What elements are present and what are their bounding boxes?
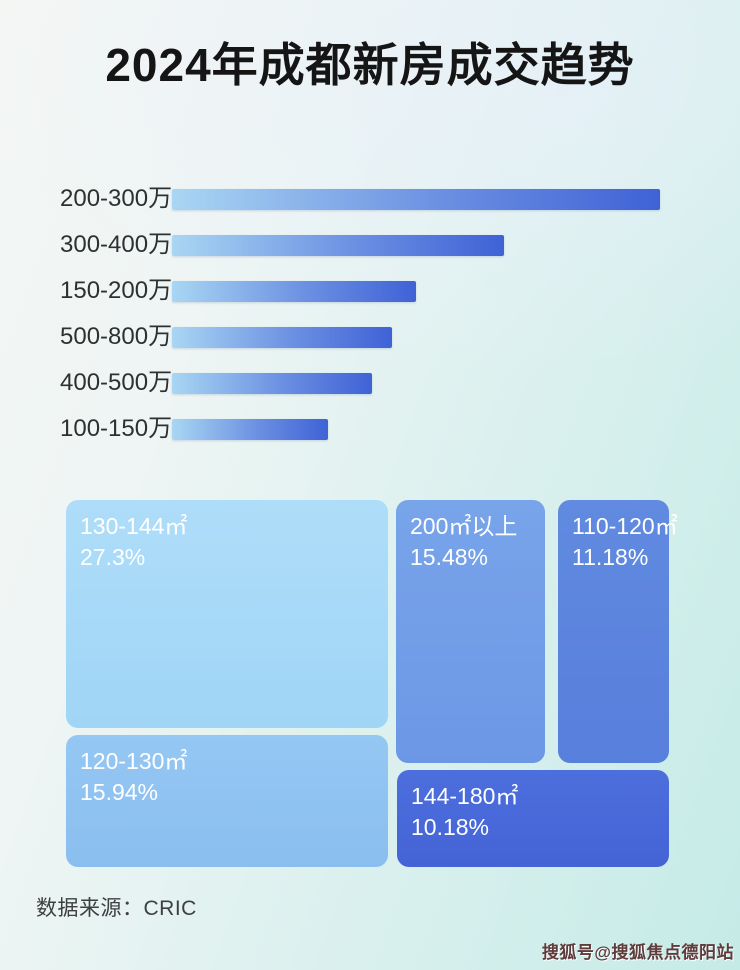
bar-row: 150-200万 bbox=[60, 268, 680, 314]
treemap-tile: 200㎡以上 15.48% bbox=[396, 500, 545, 763]
tile-area-range-label: 130-144㎡ bbox=[80, 513, 188, 539]
data-source-label: 数据来源：CRIC bbox=[36, 897, 197, 920]
tile-percentage-label: 27.3% bbox=[80, 544, 146, 570]
bar-category-label: 200-300万 bbox=[60, 185, 173, 212]
tile-area-range-label: 110-120㎡ bbox=[572, 513, 678, 539]
treemap-tile: 130-144㎡ 27.3% bbox=[66, 500, 388, 728]
treemap-tile: 120-130㎡ 15.94% bbox=[66, 735, 388, 867]
bar-row: 500-800万 bbox=[60, 314, 680, 360]
page-title: 2024年成都新房成交趋势 bbox=[105, 39, 635, 91]
bar-category-label: 500-800万 bbox=[60, 323, 173, 350]
bar-track bbox=[172, 326, 680, 348]
tile-percentage-label: 15.48% bbox=[410, 544, 489, 570]
bar-track bbox=[172, 418, 680, 440]
bar-row: 200-300万 bbox=[60, 176, 680, 222]
tile-area-range-label: 144-180㎡ bbox=[411, 783, 519, 809]
bar-category-label: 300-400万 bbox=[60, 231, 173, 258]
bar-fill bbox=[172, 418, 328, 440]
bar-fill bbox=[172, 372, 372, 394]
bar-row: 100-150万 bbox=[60, 406, 680, 452]
bar-track bbox=[172, 280, 680, 302]
treemap-tile: 144-180㎡ 10.18% bbox=[397, 770, 669, 867]
bar-fill bbox=[172, 326, 392, 348]
bar-fill bbox=[172, 280, 416, 302]
tile-area-range-label: 200㎡以上 bbox=[410, 513, 518, 539]
bar-fill bbox=[172, 234, 504, 256]
bar-track bbox=[172, 372, 680, 394]
bar-row: 300-400万 bbox=[60, 222, 680, 268]
tile-area-range-label: 120-130㎡ bbox=[80, 748, 188, 774]
bar-category-label: 100-150万 bbox=[60, 415, 173, 442]
watermark-label: 搜狐号@搜狐焦点德阳站 bbox=[541, 943, 734, 962]
bar-row: 400-500万 bbox=[60, 360, 680, 406]
tile-percentage-label: 10.18% bbox=[411, 814, 490, 840]
bar-track bbox=[172, 234, 680, 256]
bar-chart: 200-300万 300-400万 150-200万 500-800万 400-500万… bbox=[60, 176, 680, 452]
tile-percentage-label: 11.18% bbox=[572, 544, 649, 570]
bar-category-label: 150-200万 bbox=[60, 277, 173, 304]
bar-fill bbox=[172, 188, 660, 210]
treemap-tile: 110-120㎡ 11.18% bbox=[558, 500, 678, 763]
tile-percentage-label: 15.94% bbox=[80, 779, 159, 805]
treemap-chart: 130-144㎡ 27.3% 120-130㎡ 15.94% 200㎡以上 15.48% 1… bbox=[66, 500, 678, 867]
bar-category-label: 400-500万 bbox=[60, 369, 173, 396]
bar-track bbox=[172, 188, 680, 210]
